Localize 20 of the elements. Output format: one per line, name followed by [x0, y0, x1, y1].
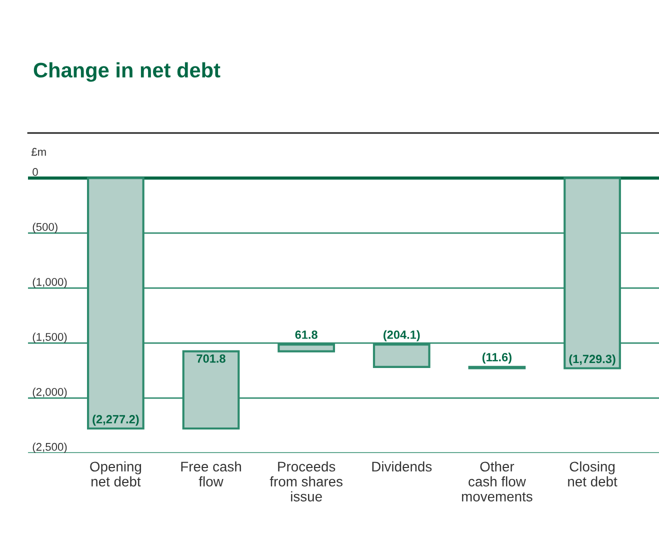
data-label: (204.1): [384, 330, 420, 342]
x-tick-label: Dividends: [372, 461, 432, 472]
data-label: (1,729.3): [569, 354, 616, 366]
x-tick-label: Opening net debt: [90, 461, 142, 486]
data-label: (2,277.2): [92, 414, 139, 426]
y-tick-label: 0: [32, 168, 38, 176]
y-tick-label: (2,000): [32, 388, 67, 398]
y-tick-label: (1,500): [32, 332, 67, 344]
x-tick-label: Closing net debt: [568, 461, 618, 486]
data-label: 701.8: [196, 354, 226, 363]
data-label: (11.6): [482, 352, 512, 364]
x-tick-label: Free cash flow: [181, 461, 241, 486]
y-axis-title: £m: [31, 148, 46, 156]
x-tick-label: Other cash flow movements: [462, 461, 532, 502]
y-tick-label: (1,000): [32, 278, 67, 288]
y-tick-label: (500): [32, 222, 58, 234]
data-label: 61.8: [295, 330, 318, 339]
x-tick-label: Proceeds from shares issue: [270, 461, 342, 502]
y-tick-label: (2,500): [32, 442, 67, 453]
chart-title: Change in net debt: [34, 62, 220, 82]
